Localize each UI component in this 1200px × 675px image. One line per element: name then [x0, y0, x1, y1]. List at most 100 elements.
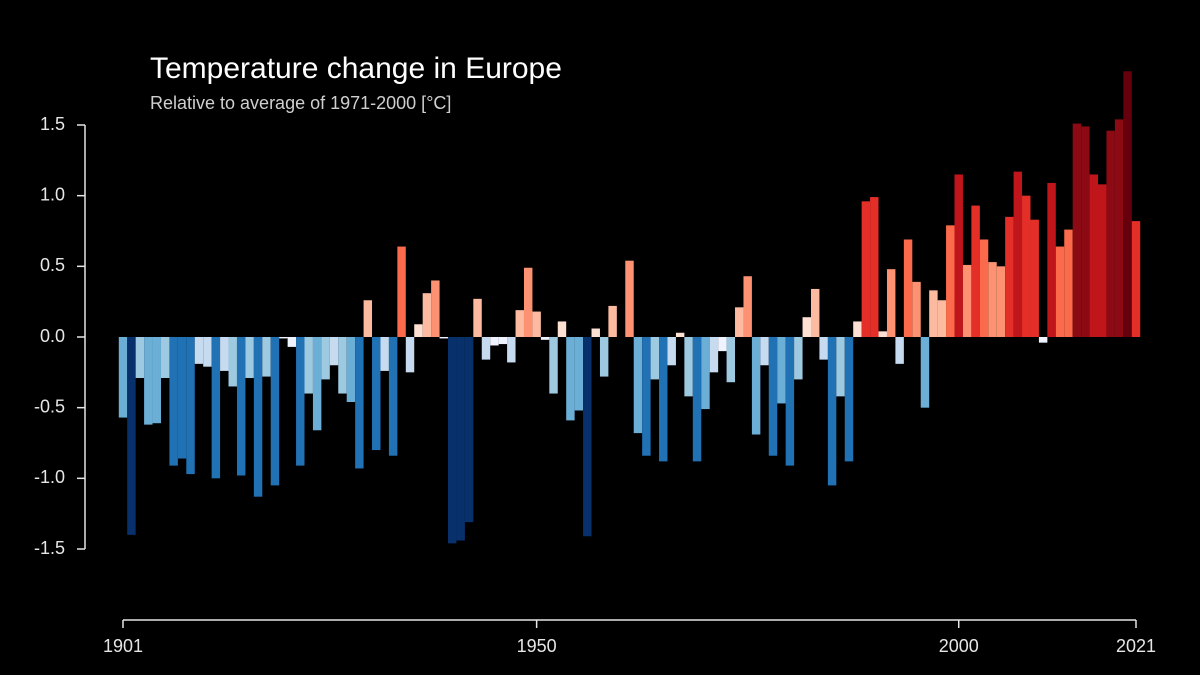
bar	[810, 288, 820, 337]
chart-title: Temperature change in Europe	[150, 52, 562, 85]
bar	[996, 266, 1006, 337]
bar	[135, 337, 145, 378]
bar	[152, 337, 161, 424]
bar	[751, 337, 761, 435]
bar	[338, 337, 347, 394]
bar	[625, 260, 634, 337]
bar	[405, 337, 415, 373]
bar	[253, 337, 263, 497]
y-tick-label: 1.5	[40, 114, 65, 134]
bar	[448, 337, 457, 544]
bar	[422, 293, 432, 337]
bar	[456, 337, 465, 541]
x-tick-label: 1901	[103, 636, 143, 656]
bar	[701, 337, 710, 410]
bar	[211, 337, 221, 479]
bar	[270, 337, 280, 486]
bar	[844, 337, 854, 462]
bar	[481, 337, 491, 360]
bar	[1114, 119, 1124, 337]
bar	[979, 239, 989, 337]
bar	[692, 337, 702, 462]
bar	[372, 337, 381, 451]
bar	[583, 337, 592, 537]
bar	[507, 337, 516, 363]
bar	[659, 337, 668, 462]
bar	[971, 205, 980, 337]
y-tick-label: -1.5	[34, 538, 65, 558]
y-tick-label: -1.0	[34, 467, 65, 487]
bar	[768, 337, 778, 456]
bar	[363, 300, 373, 337]
bar	[861, 201, 871, 337]
bar	[684, 337, 693, 397]
bar	[144, 337, 153, 425]
bar	[819, 337, 828, 360]
bar	[954, 174, 963, 337]
bar	[380, 337, 389, 371]
bar	[296, 337, 305, 466]
bar	[355, 337, 364, 469]
bar	[194, 337, 204, 364]
bar	[946, 225, 955, 337]
bar	[1038, 337, 1048, 343]
bar	[498, 337, 508, 345]
bar	[726, 337, 736, 383]
bar	[186, 337, 195, 475]
bar	[870, 197, 879, 337]
bar	[642, 337, 651, 456]
bar	[312, 337, 322, 431]
bar	[895, 337, 904, 364]
bar	[262, 337, 271, 377]
y-tick-label: 0.5	[40, 255, 65, 275]
bar	[591, 328, 600, 337]
bar	[245, 337, 254, 378]
bar	[743, 276, 752, 337]
bar	[608, 305, 617, 337]
bar	[304, 337, 313, 394]
bar	[473, 298, 482, 337]
bar	[878, 331, 887, 337]
bar	[557, 321, 567, 337]
bar	[1123, 71, 1132, 337]
bar	[1005, 216, 1014, 337]
bar	[794, 337, 803, 380]
bar	[718, 337, 727, 352]
bar	[203, 337, 212, 367]
bar	[988, 262, 997, 337]
bar	[1055, 246, 1065, 337]
bar	[1081, 126, 1090, 337]
bar	[1072, 123, 1082, 337]
x-tick-label: 1950	[517, 636, 557, 656]
bar	[177, 337, 187, 459]
bar	[523, 267, 533, 337]
bar	[127, 337, 136, 535]
bar	[760, 337, 769, 366]
bar	[836, 337, 845, 397]
bar	[802, 317, 811, 337]
bar	[397, 246, 406, 337]
bar	[853, 321, 862, 337]
y-tick-label: -0.5	[34, 396, 65, 416]
bar	[962, 264, 972, 337]
bar	[329, 337, 339, 366]
bar	[220, 337, 229, 371]
bar	[118, 337, 128, 418]
bar	[160, 337, 170, 378]
bar	[574, 337, 584, 411]
bar	[1089, 174, 1099, 337]
bar	[735, 307, 744, 337]
x-tick-label: 2021	[1116, 636, 1156, 656]
bar	[540, 337, 550, 340]
bar	[388, 337, 398, 456]
bar	[169, 337, 178, 466]
bar	[515, 310, 524, 337]
x-tick-label: 2000	[939, 636, 979, 656]
bar	[709, 337, 719, 373]
bar	[464, 337, 474, 523]
y-tick-label: 1.0	[40, 184, 65, 204]
bar	[321, 337, 330, 380]
bar	[1047, 182, 1056, 337]
